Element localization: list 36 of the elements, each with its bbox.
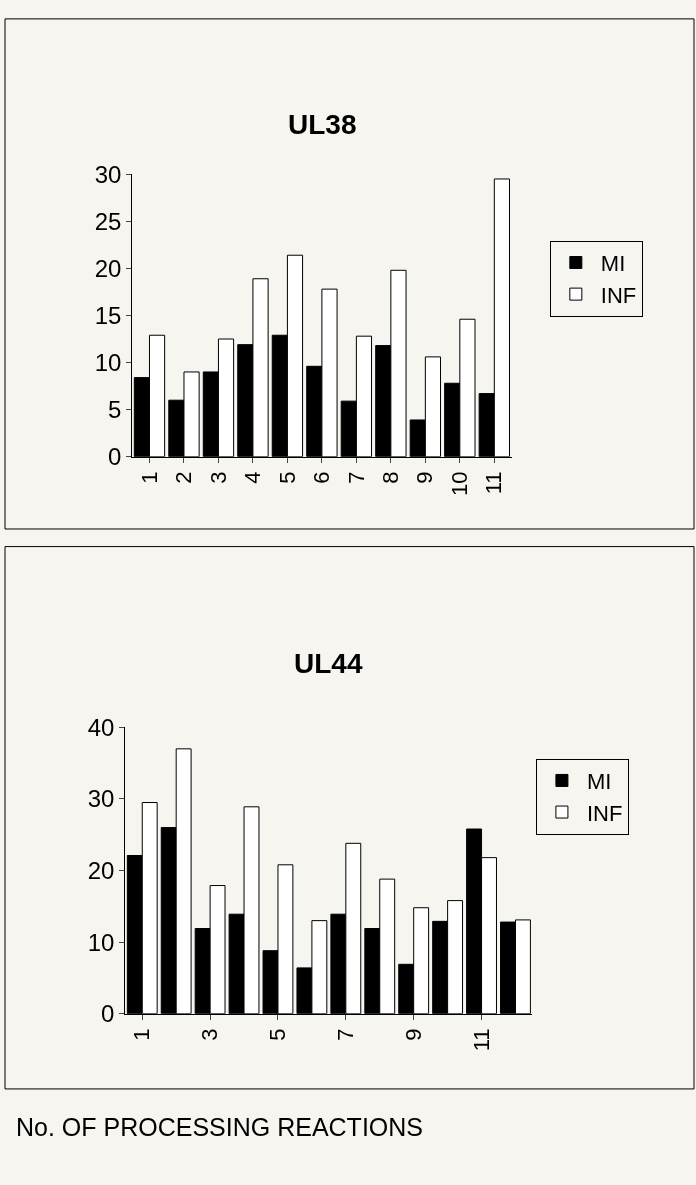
text: No. OF PROCESSING REACTIONS — [16, 1113, 424, 1141]
y-tick-label: 0 — [101, 1000, 115, 1028]
y-tick-label: 30 — [94, 160, 122, 188]
legend-label: INF — [600, 282, 637, 308]
x-tick-label: 3 — [197, 1028, 223, 1041]
x-tick-label: 3 — [205, 471, 231, 484]
y-tick-label: 10 — [87, 928, 115, 956]
x-tick-label: 11 — [468, 1028, 494, 1052]
y-tick-label: 20 — [94, 254, 122, 282]
x-tick-label: 6 — [309, 471, 335, 484]
y-tick-label: 25 — [94, 207, 122, 235]
y-tick-label: 5 — [108, 396, 122, 424]
legend-label: MI — [600, 251, 626, 277]
y-tick-label: 20 — [87, 856, 115, 884]
x-tick-label: 10 — [446, 471, 472, 496]
x-tick-label: 7 — [332, 1028, 358, 1041]
legend-label: MI — [586, 769, 612, 795]
y-tick-label: 15 — [94, 301, 122, 329]
y-tick-label: 10 — [94, 348, 122, 376]
y-tick-label: 30 — [87, 785, 115, 813]
y-tick-label: 40 — [87, 713, 115, 741]
x-tick-label: 5 — [274, 471, 300, 484]
x-tick-label: 8 — [378, 471, 404, 484]
x-tick-label: 9 — [412, 471, 438, 484]
x-tick-label: 5 — [265, 1028, 291, 1041]
legend-label: INF — [586, 800, 623, 826]
x-tick-label: 2 — [171, 471, 197, 484]
x-tick-label: 1 — [136, 471, 162, 484]
x-tick-label: 9 — [400, 1028, 426, 1041]
x-tick-label: 4 — [240, 471, 266, 484]
x-tick-label: 1 — [129, 1028, 155, 1041]
x-tick-label: 11 — [481, 471, 507, 495]
chart-title: UL44 — [294, 648, 363, 679]
chart-title: UL38 — [288, 109, 357, 140]
x-tick-label: 7 — [343, 471, 369, 484]
y-tick-label: 0 — [108, 443, 122, 471]
